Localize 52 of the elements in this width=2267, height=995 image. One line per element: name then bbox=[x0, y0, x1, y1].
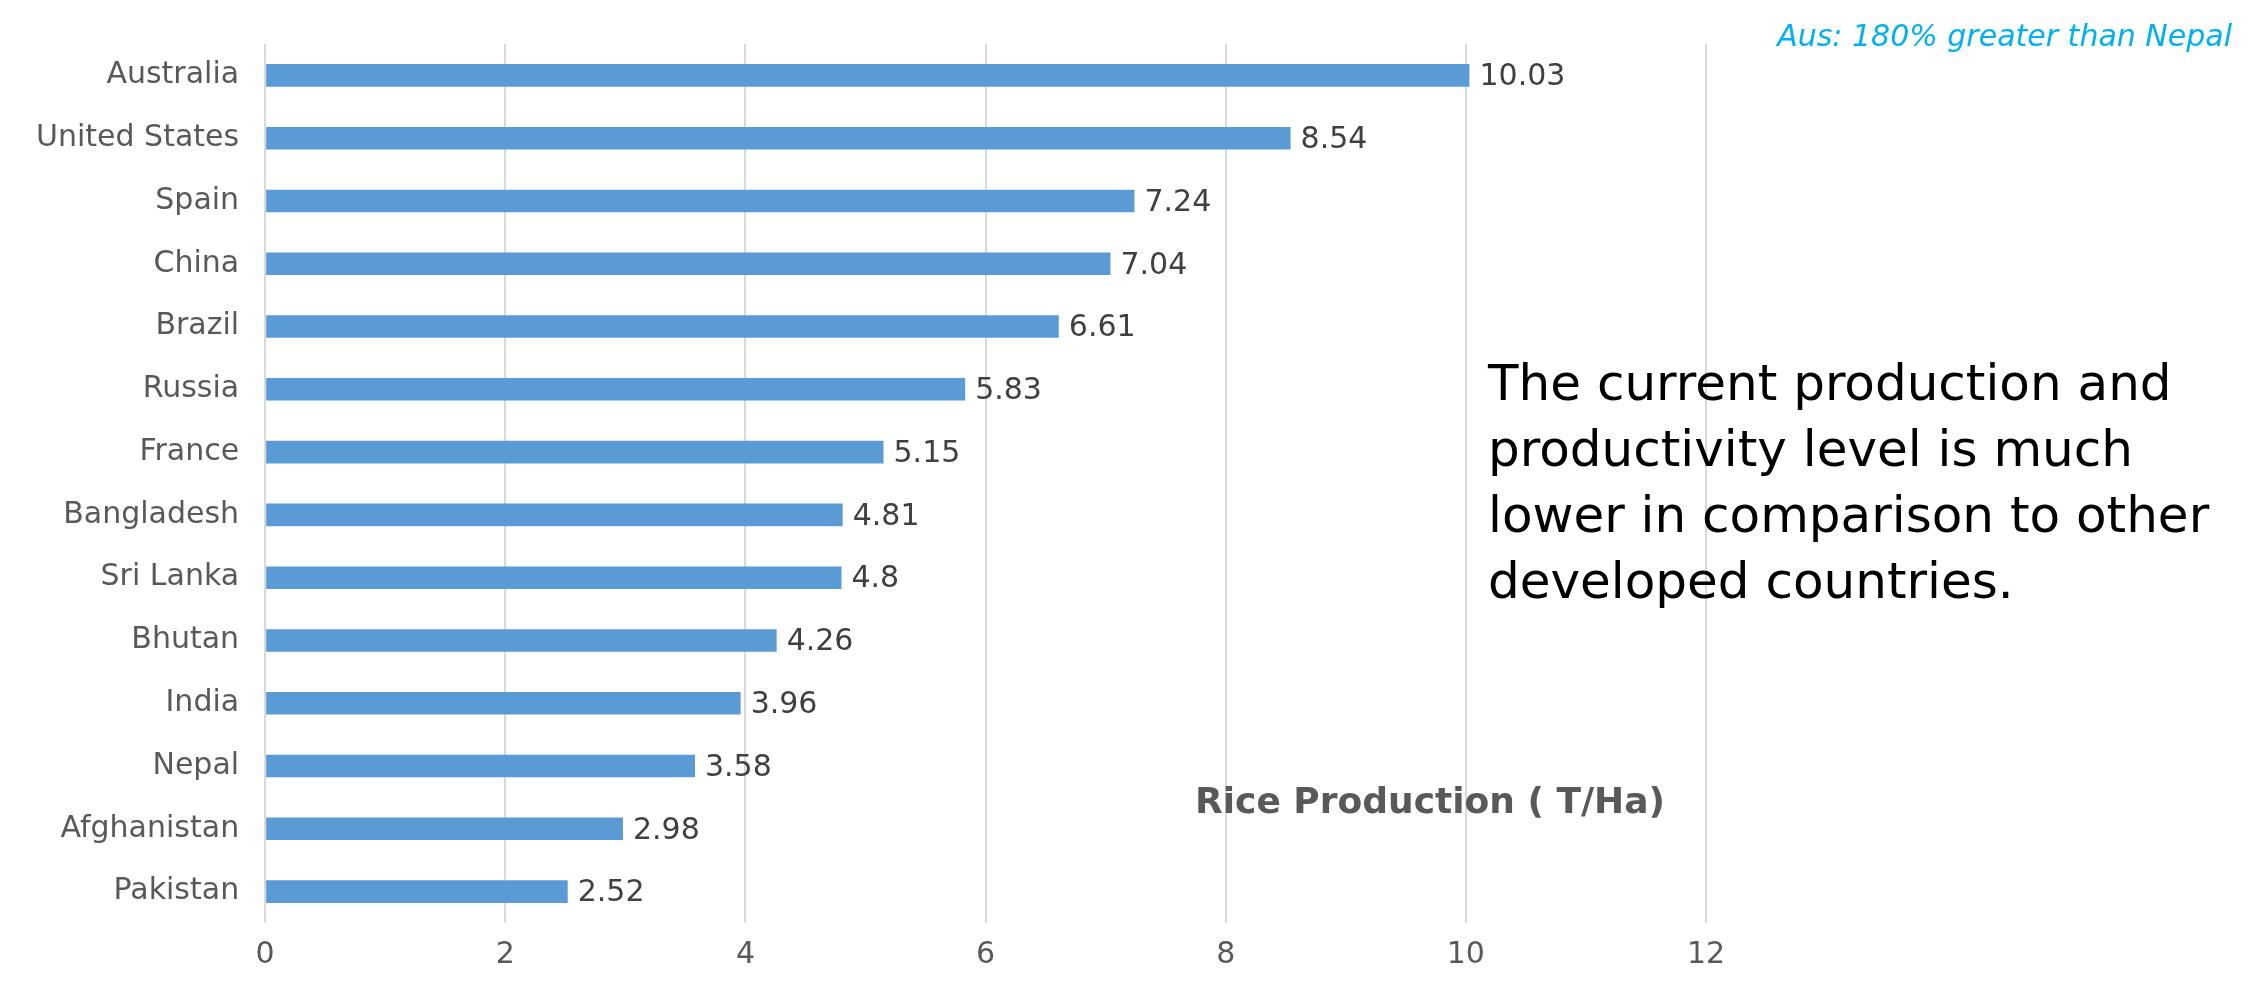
bar bbox=[266, 189, 1135, 213]
x-tick-label: 2 bbox=[495, 934, 515, 970]
x-tick-label: 10 bbox=[1446, 934, 1485, 970]
y-tick-label: Spain bbox=[155, 180, 240, 216]
data-label: 4.26 bbox=[786, 622, 854, 658]
data-label: 8.54 bbox=[1300, 119, 1368, 155]
data-label: 2.52 bbox=[577, 873, 645, 909]
bar bbox=[266, 566, 842, 589]
data-label: 3.58 bbox=[705, 747, 772, 783]
bar bbox=[266, 817, 623, 841]
data-label: 6.61 bbox=[1068, 308, 1136, 344]
bar bbox=[266, 378, 966, 401]
y-tick-label: Russia bbox=[142, 369, 240, 405]
data-label: 7.24 bbox=[1144, 182, 1212, 218]
y-tick-label: India bbox=[165, 683, 240, 719]
x-tick-label: 4 bbox=[735, 934, 755, 970]
bar bbox=[266, 126, 1291, 150]
bar bbox=[266, 440, 884, 464]
x-tick-label: 0 bbox=[255, 934, 275, 970]
bar bbox=[266, 64, 1470, 87]
text: Rice Production ( T/Ha) bbox=[1194, 780, 1666, 821]
bar bbox=[266, 880, 568, 903]
data-label: 4.81 bbox=[852, 496, 920, 532]
y-tick-label: France bbox=[139, 431, 240, 467]
y-tick-label: Afghanistan bbox=[60, 808, 240, 844]
data-label: 5.83 bbox=[975, 371, 1042, 407]
y-tick-label: Bangladesh bbox=[63, 494, 240, 530]
data-label: 4.8 bbox=[851, 559, 900, 595]
bar bbox=[266, 754, 695, 778]
y-tick-label: Brazil bbox=[155, 306, 240, 342]
y-tick-label: China bbox=[153, 243, 240, 279]
text: Aus: 180% greater than Nepal bbox=[1777, 18, 2232, 53]
bar bbox=[266, 691, 741, 715]
x-tick-label: 8 bbox=[1216, 934, 1236, 970]
bar bbox=[266, 503, 843, 527]
bar bbox=[266, 315, 1059, 338]
data-label: 5.15 bbox=[893, 433, 961, 469]
data-label: 3.96 bbox=[750, 685, 818, 721]
y-tick-label: Bhutan bbox=[131, 620, 240, 656]
data-label: 7.04 bbox=[1120, 245, 1188, 281]
y-tick-label: Pakistan bbox=[113, 871, 240, 907]
annotation: The current production and productivity level is much lower in comparison to other developed countries. bbox=[1488, 353, 2211, 612]
y-tick-label: Nepal bbox=[152, 745, 240, 781]
x-tick-label: 12 bbox=[1686, 934, 1726, 970]
x-tick-label: 6 bbox=[976, 934, 996, 970]
y-tick-label: United States bbox=[35, 117, 240, 153]
data-label: 10.03 bbox=[1479, 57, 1566, 93]
bar bbox=[266, 252, 1111, 276]
y-tick-label: Sri Lanka bbox=[100, 557, 240, 593]
data-label: 2.98 bbox=[632, 810, 700, 846]
bar bbox=[266, 629, 777, 652]
y-tick-label: Australia bbox=[106, 55, 240, 91]
